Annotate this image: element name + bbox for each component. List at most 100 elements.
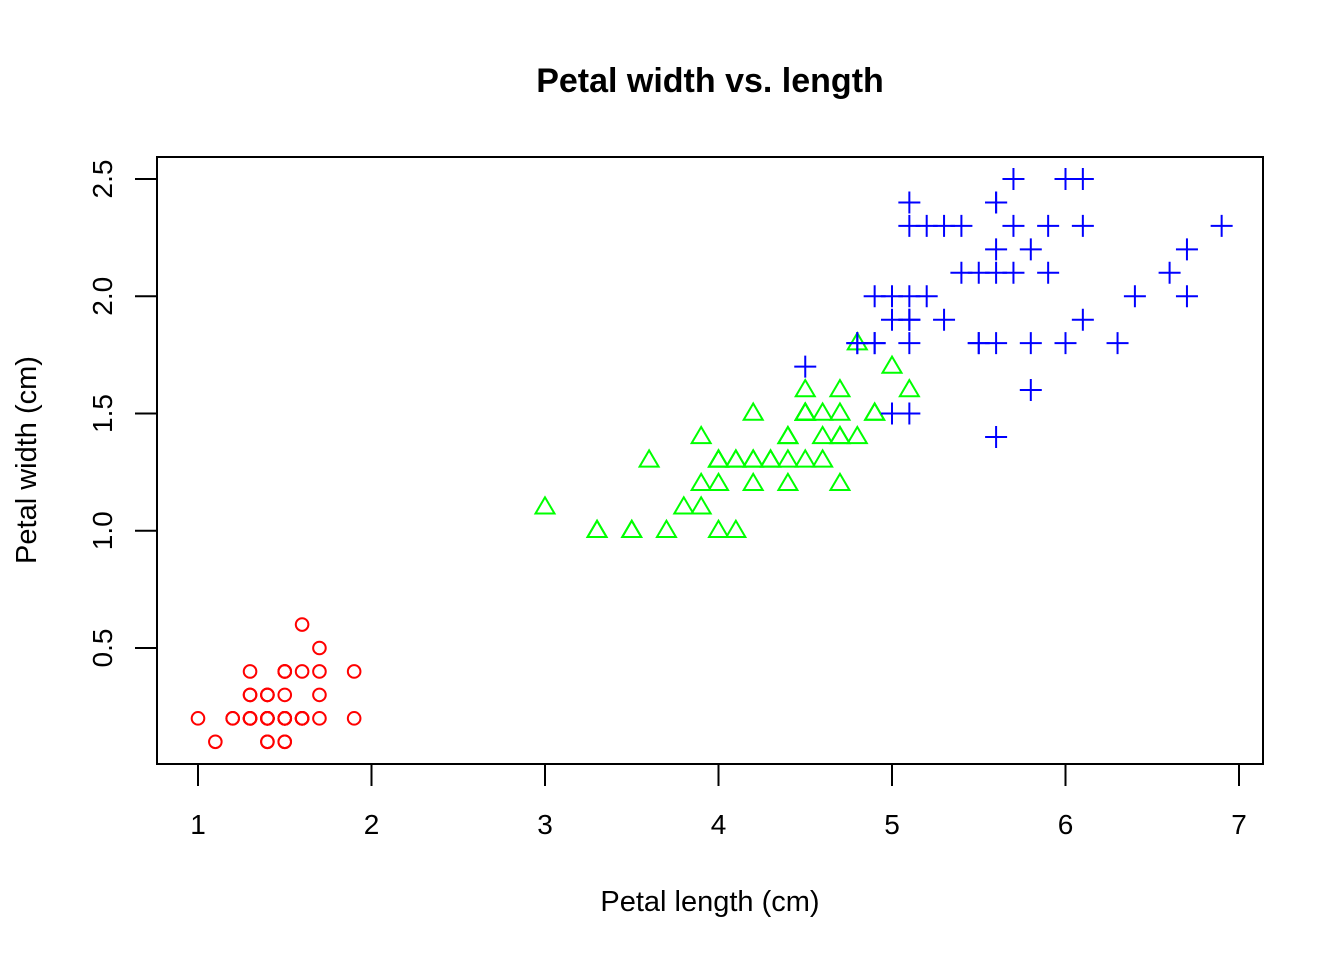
point-versicolor — [741, 448, 765, 468]
point-versicolor — [776, 424, 800, 445]
point-virginica — [1123, 285, 1146, 308]
point-virginica — [1002, 168, 1025, 190]
point-setosa — [242, 664, 258, 679]
point-versicolor — [637, 448, 661, 468]
point-versicolor — [707, 448, 730, 468]
point-versicolor — [776, 448, 800, 468]
x-tick-label: 4 — [711, 809, 727, 840]
point-versicolor — [724, 448, 748, 468]
point-virginica — [985, 425, 1008, 448]
point-versicolor — [620, 518, 643, 538]
point-versicolor — [707, 448, 730, 468]
point-versicolor — [863, 401, 886, 421]
point-versicolor — [794, 448, 817, 468]
point-virginica — [1158, 261, 1181, 284]
point-virginica — [1071, 168, 1094, 190]
point-setosa — [312, 687, 327, 703]
point-versicolor — [585, 518, 609, 538]
point-versicolor — [811, 448, 834, 468]
point-versicolor — [794, 401, 817, 421]
point-versicolor — [707, 518, 730, 538]
y-tick-label: 0.5 — [87, 629, 118, 668]
point-setosa — [277, 711, 293, 726]
point-versicolor — [707, 448, 730, 468]
point-versicolor — [828, 424, 852, 445]
point-setosa — [208, 734, 223, 750]
point-virginica — [898, 402, 921, 425]
point-setosa — [312, 664, 327, 679]
point-versicolor — [776, 471, 800, 492]
point-versicolor — [724, 448, 748, 468]
point-setosa — [260, 711, 275, 726]
point-virginica — [1106, 332, 1129, 355]
series-versicolor — [533, 331, 921, 538]
data-points — [190, 168, 1233, 750]
x-tick-label: 2 — [364, 809, 380, 840]
point-versicolor — [689, 495, 713, 515]
point-versicolor — [828, 401, 852, 421]
y-tick-label: 2.0 — [87, 277, 118, 316]
point-versicolor — [828, 424, 852, 445]
point-virginica — [1054, 332, 1077, 355]
point-virginica — [898, 191, 921, 214]
point-versicolor — [811, 401, 834, 421]
point-setosa — [294, 664, 310, 679]
x-tick-label: 6 — [1058, 809, 1074, 840]
point-setosa — [294, 711, 310, 726]
point-versicolor — [724, 518, 748, 538]
point-virginica — [950, 261, 973, 284]
point-versicolor — [741, 448, 765, 468]
point-virginica — [1071, 214, 1094, 237]
point-versicolor — [759, 448, 782, 468]
point-versicolor — [898, 378, 921, 398]
y-axis-label: Petal width (cm) — [11, 356, 43, 564]
point-setosa — [260, 687, 275, 703]
point-versicolor — [759, 448, 782, 468]
point-versicolor — [776, 424, 800, 445]
point-virginica — [846, 332, 869, 355]
point-versicolor — [741, 471, 765, 492]
point-versicolor — [794, 401, 817, 421]
point-setosa — [346, 711, 362, 726]
point-versicolor — [811, 424, 834, 445]
point-virginica — [1037, 214, 1060, 237]
point-virginica — [1210, 214, 1233, 237]
point-virginica — [1019, 332, 1042, 355]
point-virginica — [1175, 285, 1198, 308]
point-setosa — [190, 711, 206, 726]
point-virginica — [915, 214, 938, 237]
point-versicolor — [794, 401, 817, 421]
y-tick-label: 1.0 — [87, 511, 118, 550]
point-versicolor — [828, 378, 852, 398]
point-versicolor — [880, 354, 904, 374]
point-setosa — [277, 664, 293, 679]
x-tick-label: 3 — [537, 809, 553, 840]
point-setosa — [312, 640, 327, 656]
point-versicolor — [689, 424, 713, 445]
point-versicolor — [863, 401, 886, 421]
point-virginica — [1019, 238, 1042, 261]
point-virginica — [1019, 379, 1042, 402]
point-versicolor — [846, 424, 869, 445]
point-virginica — [933, 308, 956, 331]
point-setosa — [346, 664, 362, 679]
point-virginica — [915, 285, 938, 308]
point-virginica — [1002, 214, 1025, 237]
point-versicolor — [533, 495, 557, 515]
point-versicolor — [707, 471, 730, 492]
axes: 1 2 3 4 5 6 7 0.5 1.0 1.5 2.0 2.5 — [87, 160, 1247, 840]
series-virginica — [794, 168, 1233, 448]
point-versicolor — [672, 495, 696, 515]
point-virginica — [967, 332, 990, 355]
chart-title: Petal width vs. length — [536, 62, 884, 100]
y-tick-label: 1.5 — [87, 394, 118, 433]
point-virginica — [881, 308, 903, 331]
point-setosa — [225, 711, 240, 726]
x-tick-label: 5 — [884, 809, 900, 840]
point-setosa — [277, 734, 293, 750]
point-versicolor — [655, 518, 678, 538]
point-versicolor — [689, 471, 713, 492]
point-versicolor — [741, 401, 765, 421]
point-virginica — [985, 261, 1008, 284]
